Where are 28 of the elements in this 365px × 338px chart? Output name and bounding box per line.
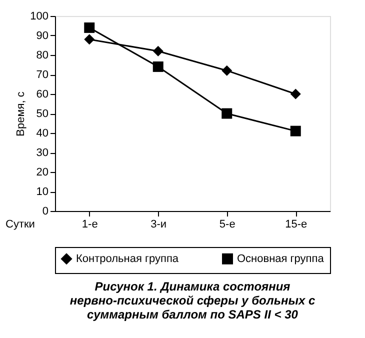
x-tick-label: 5-е (219, 218, 236, 230)
point (222, 108, 232, 119)
point (222, 65, 232, 76)
y-tick-label: 10 (36, 186, 48, 198)
text: Рисунок 1. Динамика состояния нервно-психической сферы у больных с суммарным баллом по SAPS II < 30 (70, 280, 316, 322)
y-tick-label: 90 (36, 30, 48, 42)
y-tick-label: 30 (36, 147, 48, 159)
y-tick-label: 70 (36, 69, 48, 81)
point (84, 34, 95, 45)
y-tick-label: 20 (36, 166, 48, 178)
y-tick-label: 40 (36, 128, 48, 140)
y-tick-label: 100 (30, 10, 48, 22)
legend-label: Основная группа (237, 252, 325, 265)
point (84, 22, 95, 33)
y-axis-title: Время, с (15, 91, 28, 136)
x-tick-label: 15-е (285, 218, 308, 230)
y-tick-label: 60 (36, 88, 48, 100)
point (290, 88, 301, 100)
y-tick-label: 0 (42, 206, 48, 218)
y-tick-label: 80 (36, 50, 48, 62)
point (152, 46, 164, 56)
x-axis-title: Сутки (6, 218, 35, 230)
x-tick-label: 3-и (150, 218, 167, 230)
point (290, 126, 301, 136)
x-tick-label: 1-е (82, 218, 98, 230)
point (152, 61, 164, 72)
y-tick-label: 50 (36, 108, 48, 120)
legend-label: Контрольная группа (76, 252, 180, 265)
